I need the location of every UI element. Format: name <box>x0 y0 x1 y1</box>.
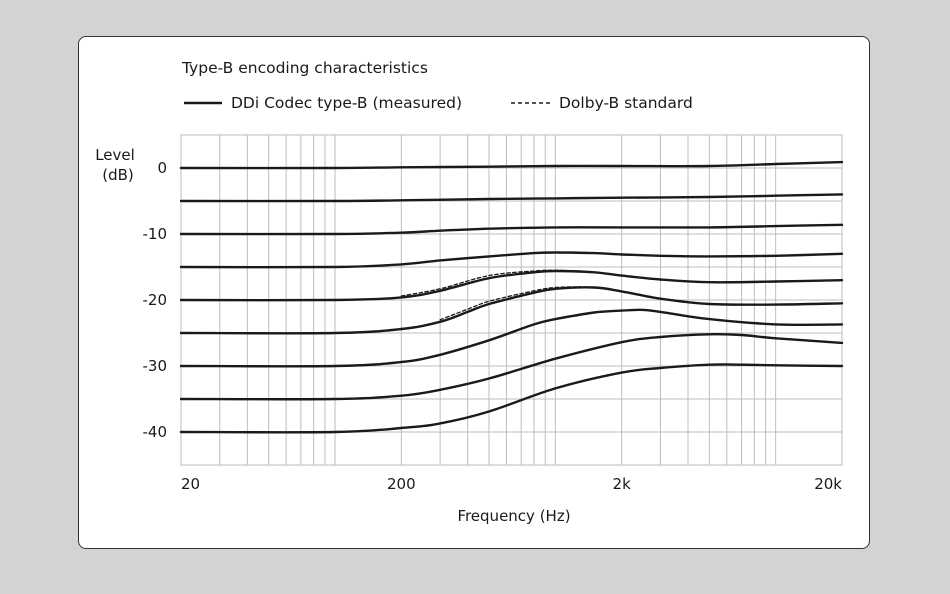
x-tick-label: 2k <box>613 475 632 493</box>
measured-line <box>179 332 844 401</box>
dolby-standard-line <box>400 269 582 297</box>
measured-line <box>179 251 844 269</box>
x-tick-label: 200 <box>387 475 416 493</box>
y-axis-label-line2: (dB) <box>102 166 134 184</box>
y-tick-label: -20 <box>143 291 168 309</box>
y-tick-labels: 0 -10 -20 -30 -40 <box>143 159 168 441</box>
measured-line <box>179 160 844 170</box>
series-lines <box>179 160 844 434</box>
dolby-standard-line <box>439 286 582 321</box>
legend-label-measured: DDi Codec type-B (measured) <box>231 94 462 112</box>
x-tick-labels: 20 200 2k 20k <box>181 475 842 493</box>
y-axis-label-line1: Level <box>95 146 135 164</box>
x-tick-label: 20 <box>181 475 200 493</box>
chart-card: Type-B encoding characteristics DDi Code… <box>78 36 870 549</box>
measured-line <box>179 223 844 236</box>
measured-line <box>179 269 844 302</box>
y-axis-title: Level (dB) <box>95 146 135 184</box>
x-axis-title: Frequency (Hz) <box>457 507 570 525</box>
y-tick-label: -10 <box>143 225 168 243</box>
y-tick-label: -40 <box>143 423 168 441</box>
y-tick-label: -30 <box>143 357 168 375</box>
legend-label-dolby: Dolby-B standard <box>559 94 693 112</box>
measured-line <box>179 193 844 203</box>
measured-line <box>179 286 844 335</box>
chart-title: Type-B encoding characteristics <box>181 59 428 77</box>
measured-line <box>179 308 844 368</box>
legend: DDi Codec type-B (measured) Dolby-B stan… <box>184 94 693 112</box>
measured-line <box>179 363 844 434</box>
x-tick-label: 20k <box>814 475 842 493</box>
frequency-response-chart: Type-B encoding characteristics DDi Code… <box>95 59 844 525</box>
y-tick-label: 0 <box>157 159 167 177</box>
